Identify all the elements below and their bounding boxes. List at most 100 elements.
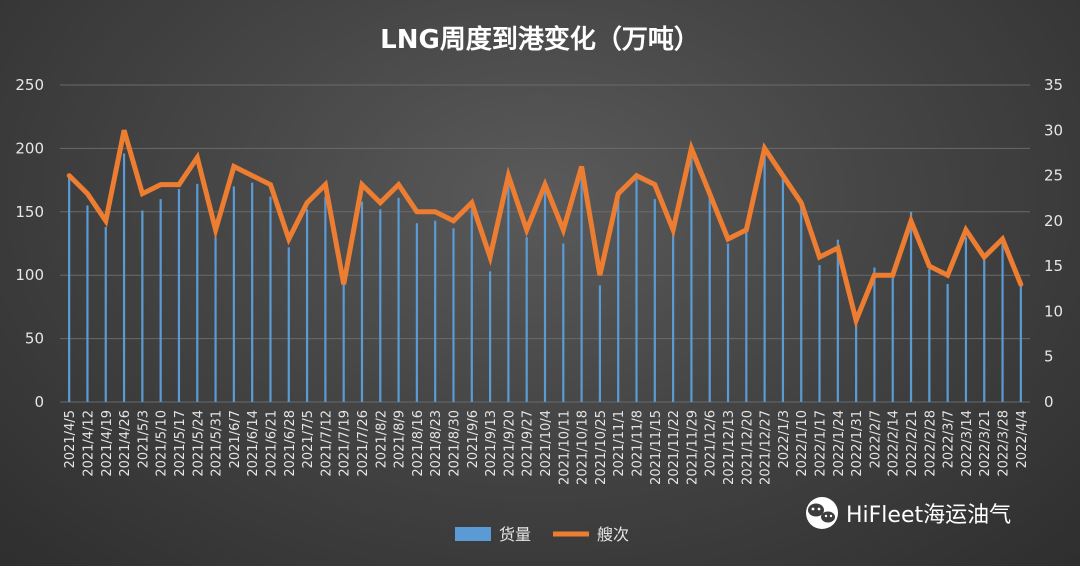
line-series bbox=[66, 129, 1024, 329]
right-y-tick-label: 35 bbox=[1044, 76, 1063, 94]
x-tick-label: 2021/10/11 bbox=[557, 410, 572, 485]
bar bbox=[397, 197, 400, 402]
right-y-tick-label: 5 bbox=[1044, 348, 1054, 366]
legend-label-bar: 货量 bbox=[499, 525, 531, 544]
x-tick-label: 2021/5/31 bbox=[210, 410, 225, 477]
bar bbox=[672, 234, 675, 402]
left-y-tick-label: 100 bbox=[15, 266, 44, 284]
bar bbox=[543, 190, 547, 402]
bar bbox=[415, 223, 418, 402]
x-tick-label: 2021/4/12 bbox=[81, 410, 96, 477]
bar bbox=[342, 280, 345, 402]
x-tick-label: 2021/11/29 bbox=[685, 410, 700, 485]
bar bbox=[909, 211, 913, 402]
x-tick-label: 2021/11/22 bbox=[667, 410, 682, 485]
x-tick-label: 2021/8/2 bbox=[374, 410, 389, 468]
x-tick-label: 2021/12/13 bbox=[722, 410, 737, 485]
x-tick-label: 2021/12/20 bbox=[740, 410, 755, 485]
bar bbox=[855, 323, 858, 402]
bar bbox=[1019, 284, 1022, 402]
right-y-tick-label: 0 bbox=[1044, 393, 1054, 411]
x-tick-label: 2022/2/14 bbox=[887, 410, 902, 477]
x-tick-label: 2021/6/21 bbox=[264, 410, 279, 477]
legend: 货量 艘次 bbox=[455, 525, 629, 544]
x-tick-label: 2021/8/16 bbox=[411, 410, 426, 477]
left-y-tick-label: 250 bbox=[15, 76, 44, 94]
left-y-tick-label: 150 bbox=[15, 203, 44, 221]
x-tick-label: 2021/8/30 bbox=[447, 410, 462, 477]
bar bbox=[141, 210, 144, 402]
bar bbox=[653, 199, 656, 402]
x-tick-label: 2021/11/8 bbox=[631, 410, 646, 477]
x-tick-label: 2021/7/12 bbox=[319, 410, 334, 477]
left-y-tick-label: 0 bbox=[34, 393, 44, 411]
x-tick-label: 2022/1/24 bbox=[832, 410, 847, 477]
x-tick-label: 2021/7/19 bbox=[338, 410, 353, 477]
watermark-text: HiFleet海运油气 bbox=[846, 503, 1011, 528]
legend-label-line: 艘次 bbox=[597, 525, 629, 544]
x-tick-label: 2021/6/7 bbox=[228, 410, 243, 468]
x-tick-label: 2021/10/18 bbox=[576, 410, 591, 485]
x-tick-label: 2022/2/21 bbox=[905, 410, 920, 477]
bar bbox=[269, 196, 272, 402]
series-line bbox=[66, 129, 1024, 329]
bar bbox=[287, 247, 290, 402]
x-tick-label: 2021/5/24 bbox=[191, 410, 206, 477]
x-tick-label: 2022/3/7 bbox=[942, 410, 957, 468]
x-tick-label: 2021/5/3 bbox=[136, 410, 151, 468]
x-tick-label: 2022/1/10 bbox=[795, 410, 810, 477]
bar-series bbox=[68, 148, 1022, 402]
x-tick-label: 2021/9/27 bbox=[521, 410, 536, 477]
right-y-tick-label: 20 bbox=[1044, 212, 1063, 230]
bar bbox=[360, 201, 364, 402]
watermark: HiFleet海运油气 bbox=[806, 497, 1011, 529]
bar bbox=[800, 205, 803, 402]
x-tick-label: 2021/5/17 bbox=[173, 410, 188, 477]
bar bbox=[68, 173, 71, 402]
bar bbox=[525, 237, 528, 402]
bar bbox=[726, 243, 730, 402]
left-y-tick-label: 200 bbox=[15, 139, 44, 157]
x-tick-label: 2021/4/5 bbox=[63, 410, 78, 468]
x-tick-label: 2021/8/9 bbox=[393, 410, 408, 468]
x-tick-label: 2022/4/4 bbox=[1015, 410, 1030, 468]
bar bbox=[580, 173, 583, 402]
bar bbox=[196, 183, 199, 402]
bar bbox=[598, 285, 602, 402]
x-tick-label: 2021/6/28 bbox=[283, 410, 298, 477]
bar bbox=[305, 209, 309, 402]
x-tick-label: 2021/5/10 bbox=[155, 410, 170, 477]
left-y-axis: 0 50 100 150 200 250 bbox=[15, 76, 44, 411]
wechat-icon bbox=[806, 497, 838, 529]
x-tick-label: 2021/11/15 bbox=[649, 410, 664, 485]
x-tick-label: 2022/1/17 bbox=[814, 410, 829, 477]
bar bbox=[946, 284, 949, 402]
bar bbox=[470, 209, 473, 402]
right-y-tick-label: 15 bbox=[1044, 257, 1063, 275]
bar bbox=[452, 228, 455, 402]
x-axis: 2021/4/5 2021/4/12 2021/4/19 2021/4/26 2021/… bbox=[63, 410, 1030, 485]
bar bbox=[928, 268, 931, 402]
x-tick-label: 2021/4/26 bbox=[118, 410, 133, 477]
x-tick-label: 2021/7/26 bbox=[356, 410, 371, 477]
bar bbox=[781, 176, 785, 402]
bar bbox=[1001, 242, 1004, 402]
bar bbox=[251, 182, 254, 402]
x-tick-label: 2022/3/28 bbox=[997, 410, 1012, 477]
bar bbox=[562, 243, 565, 402]
bar bbox=[745, 229, 748, 402]
x-tick-label: 2021/12/6 bbox=[704, 410, 719, 477]
x-tick-label: 2022/2/7 bbox=[868, 410, 883, 468]
bar bbox=[86, 205, 89, 402]
bar bbox=[983, 259, 986, 402]
bar bbox=[214, 237, 217, 402]
chart-title: LNG周度到港变化（万吨） bbox=[380, 24, 700, 55]
bar bbox=[177, 188, 181, 402]
x-tick-label: 2021/11/1 bbox=[612, 410, 627, 477]
bar bbox=[488, 271, 492, 402]
bar bbox=[635, 178, 638, 402]
x-tick-label: 2022/3/21 bbox=[978, 410, 993, 477]
x-tick-label: 2021/8/23 bbox=[429, 410, 444, 477]
